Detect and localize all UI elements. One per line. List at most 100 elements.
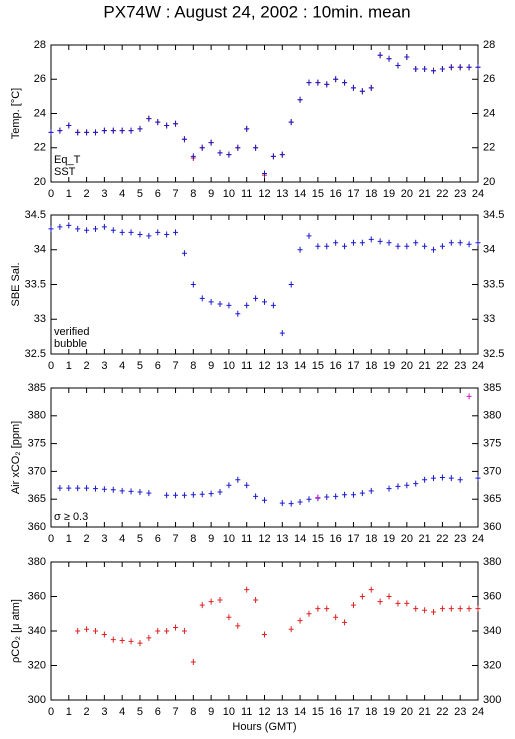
x-tick-label: 10 xyxy=(223,706,235,718)
x-tick-label: 18 xyxy=(365,533,377,545)
x-tick-label: 8 xyxy=(190,360,196,372)
point xyxy=(101,127,107,134)
point xyxy=(404,600,410,607)
point xyxy=(173,624,179,631)
point xyxy=(404,53,410,60)
x-tick-label: 0 xyxy=(48,533,54,545)
point xyxy=(110,486,116,493)
x-tick-label: 1 xyxy=(66,360,72,372)
y-axis-label: SBE Sal. xyxy=(10,262,22,306)
point xyxy=(395,243,401,250)
point xyxy=(431,609,437,616)
point xyxy=(84,626,90,633)
point xyxy=(173,492,179,499)
point xyxy=(57,223,63,230)
point xyxy=(181,136,187,143)
x-tick-label: 3 xyxy=(101,706,107,718)
y-tick-label: 34 xyxy=(34,244,46,256)
x-tick-label: 0 xyxy=(48,188,54,200)
point xyxy=(297,246,303,253)
legend-label: Eq_T xyxy=(54,154,81,166)
x-tick-label: 8 xyxy=(190,533,196,545)
point xyxy=(226,614,232,621)
x-tick-label: 12 xyxy=(258,706,270,718)
point xyxy=(244,302,250,309)
point xyxy=(262,631,267,638)
x-tick-label: 16 xyxy=(330,360,342,372)
point xyxy=(92,129,98,136)
x-tick-label: 5 xyxy=(137,188,143,200)
point xyxy=(475,239,481,246)
x-tick-label: 21 xyxy=(419,188,431,200)
x-tick-label: 15 xyxy=(312,360,324,372)
x-tick-label: 17 xyxy=(347,188,359,200)
x-tick-label: 4 xyxy=(119,706,125,718)
point xyxy=(66,222,72,229)
point xyxy=(155,119,161,126)
y2-tick-label: 33.5 xyxy=(483,278,504,290)
point xyxy=(190,659,196,666)
point xyxy=(386,239,392,246)
point xyxy=(92,485,98,492)
title: PX74W : August 24, 2002 : 10min. mean xyxy=(103,2,410,21)
x-tick-label: 20 xyxy=(401,360,413,372)
point xyxy=(235,310,241,317)
point xyxy=(110,227,116,234)
point xyxy=(226,482,232,489)
x-tick-label: 3 xyxy=(101,188,107,200)
point xyxy=(457,605,463,612)
x-tick-label: 19 xyxy=(383,533,395,545)
point xyxy=(101,486,107,493)
x-tick-label: 2 xyxy=(84,533,90,545)
point xyxy=(75,129,81,136)
point xyxy=(297,96,303,103)
point xyxy=(181,492,187,499)
x-tick-label: 14 xyxy=(294,706,306,718)
point xyxy=(395,62,401,69)
y-tick-label: 300 xyxy=(28,694,46,706)
y2-tick-label: 385 xyxy=(483,382,501,394)
point xyxy=(324,605,330,612)
x-tick-label: 4 xyxy=(119,360,125,372)
y2-tick-label: 34 xyxy=(483,244,495,256)
point xyxy=(235,144,241,151)
x-tick-label: 7 xyxy=(172,533,178,545)
point xyxy=(324,243,330,250)
point xyxy=(457,64,463,71)
x-tick-label: 11 xyxy=(241,188,252,200)
x-tick-label: 15 xyxy=(312,188,324,200)
x-tick-label: 23 xyxy=(454,706,466,718)
y-tick-label: 385 xyxy=(28,382,46,394)
point xyxy=(297,498,303,505)
point xyxy=(350,602,356,609)
point xyxy=(350,491,356,498)
point xyxy=(190,281,196,288)
y-tick-label: 320 xyxy=(28,659,46,671)
point xyxy=(57,127,63,134)
x-tick-label: 8 xyxy=(190,706,196,718)
x-tick-label: 15 xyxy=(312,706,324,718)
y-tick-label: 370 xyxy=(28,465,46,477)
point xyxy=(199,144,205,151)
point xyxy=(217,488,223,495)
x-tick-label: 10 xyxy=(223,533,235,545)
point xyxy=(288,500,294,507)
point xyxy=(164,492,170,499)
point xyxy=(226,151,232,158)
y2-tick-label: 360 xyxy=(483,590,501,602)
x-tick-label: 13 xyxy=(276,533,288,545)
point xyxy=(164,628,170,634)
x-tick-label: 22 xyxy=(436,360,448,372)
point xyxy=(342,243,348,250)
x-tick-label: 11 xyxy=(241,533,252,545)
point xyxy=(164,122,170,129)
point xyxy=(448,605,454,612)
point xyxy=(404,482,410,489)
legend-label: verified xyxy=(54,326,89,338)
point xyxy=(466,64,472,71)
point xyxy=(457,239,463,246)
point xyxy=(359,239,365,246)
point xyxy=(359,490,365,497)
x-tick-label: 8 xyxy=(190,188,196,200)
x-tick-label: 9 xyxy=(208,360,214,372)
